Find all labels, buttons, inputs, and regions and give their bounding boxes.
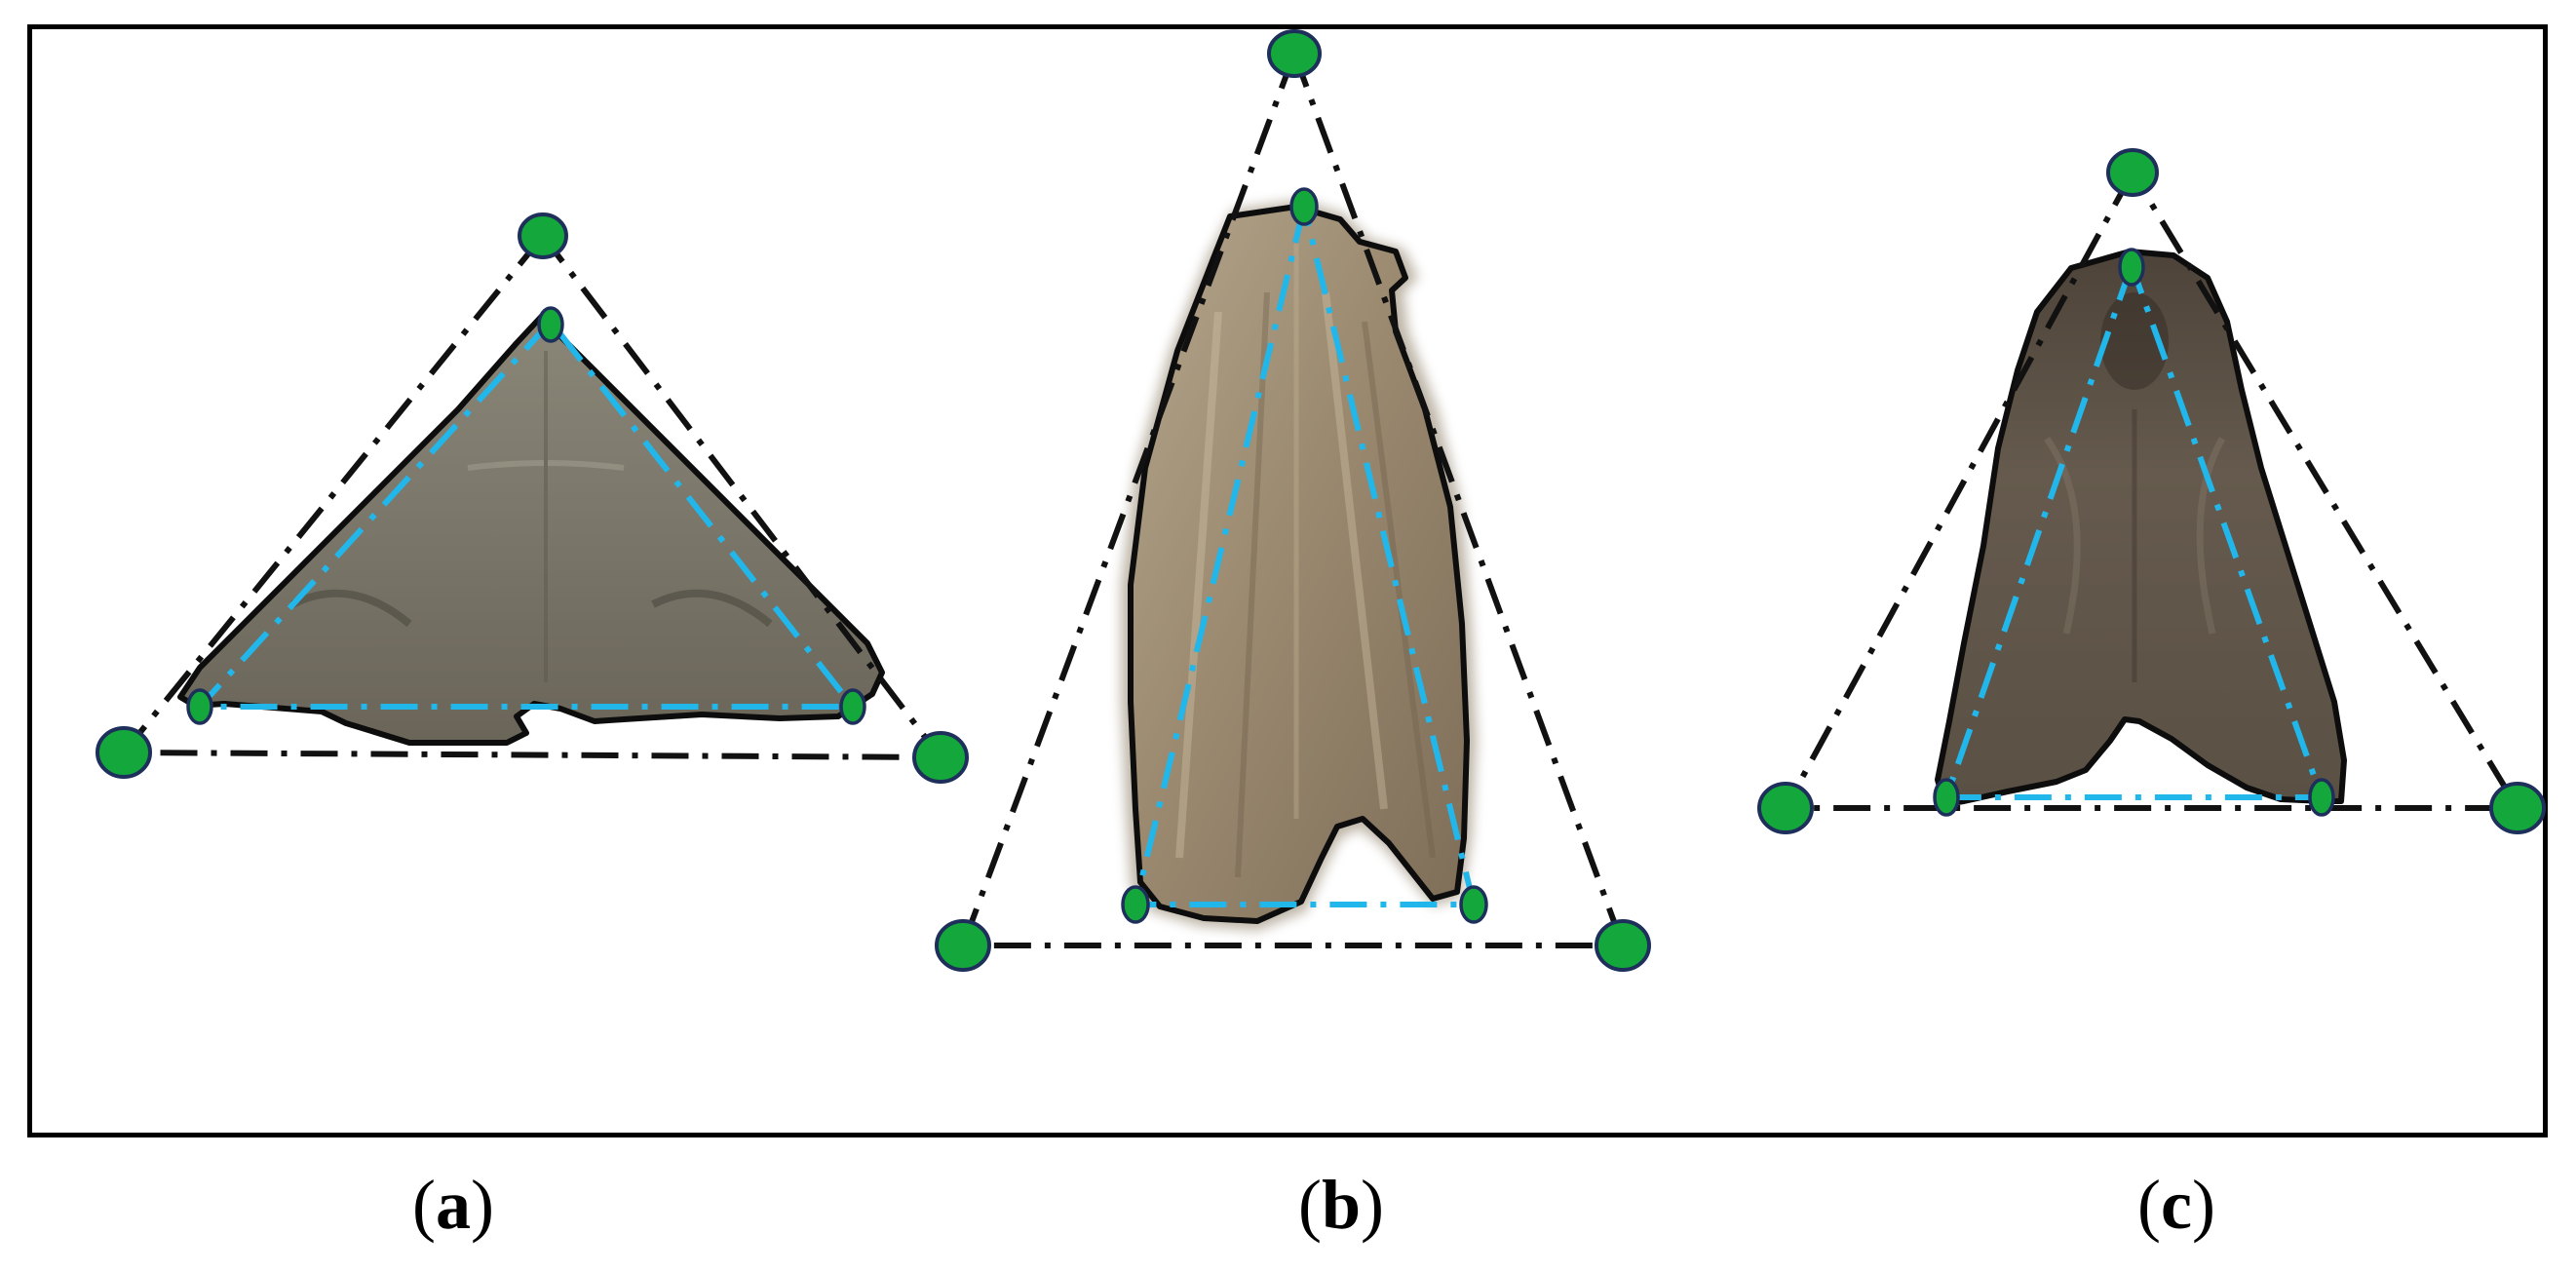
inner-marker-b-left (1121, 885, 1150, 924)
vertex-marker-a-right (912, 731, 969, 784)
vertex-marker-a-left (96, 726, 152, 779)
inner-marker-a-left (186, 688, 213, 725)
inner-marker-a-top (537, 306, 564, 343)
outer-triangle-c (1780, 166, 2523, 811)
vertex-marker-a-top (518, 212, 568, 259)
panel-label-c: (c) (2137, 1166, 2215, 1244)
outer-triangle-b (958, 45, 1628, 948)
panel-b (935, 29, 1651, 972)
vertex-marker-c-top (2106, 148, 2159, 197)
moth-a-silhouette (177, 311, 885, 746)
panel-c (1757, 148, 2546, 834)
moth-b-pattern (1175, 244, 1436, 878)
moth-a-pattern (290, 351, 773, 682)
panel-a (96, 212, 969, 784)
inner-marker-a-right (839, 688, 866, 725)
vertex-marker-b-right (1595, 919, 1651, 972)
inner-marker-b-top (1289, 187, 1319, 226)
outer-triangle-a (117, 231, 947, 761)
inner-triangle-b (1132, 206, 1478, 907)
vertex-marker-c-left (1757, 782, 1814, 834)
inner-marker-c-right (2308, 778, 2335, 817)
vertex-marker-b-left (935, 919, 991, 972)
moth-c-pattern (2044, 292, 2226, 682)
inner-triangle-a (193, 317, 860, 710)
inner-marker-c-top (2118, 248, 2145, 287)
panel-label-b: (b) (1297, 1166, 1384, 1244)
moth-b-silhouette (1128, 204, 1470, 924)
vertex-marker-c-right (2489, 782, 2546, 834)
moth-c-silhouette (1935, 249, 2347, 807)
panel-label-a: (a) (412, 1166, 494, 1244)
inner-marker-b-right (1459, 885, 1488, 924)
inner-triangle-c (1942, 255, 2326, 800)
vertex-marker-b-top (1267, 29, 1322, 78)
inner-marker-c-left (1933, 778, 1960, 817)
